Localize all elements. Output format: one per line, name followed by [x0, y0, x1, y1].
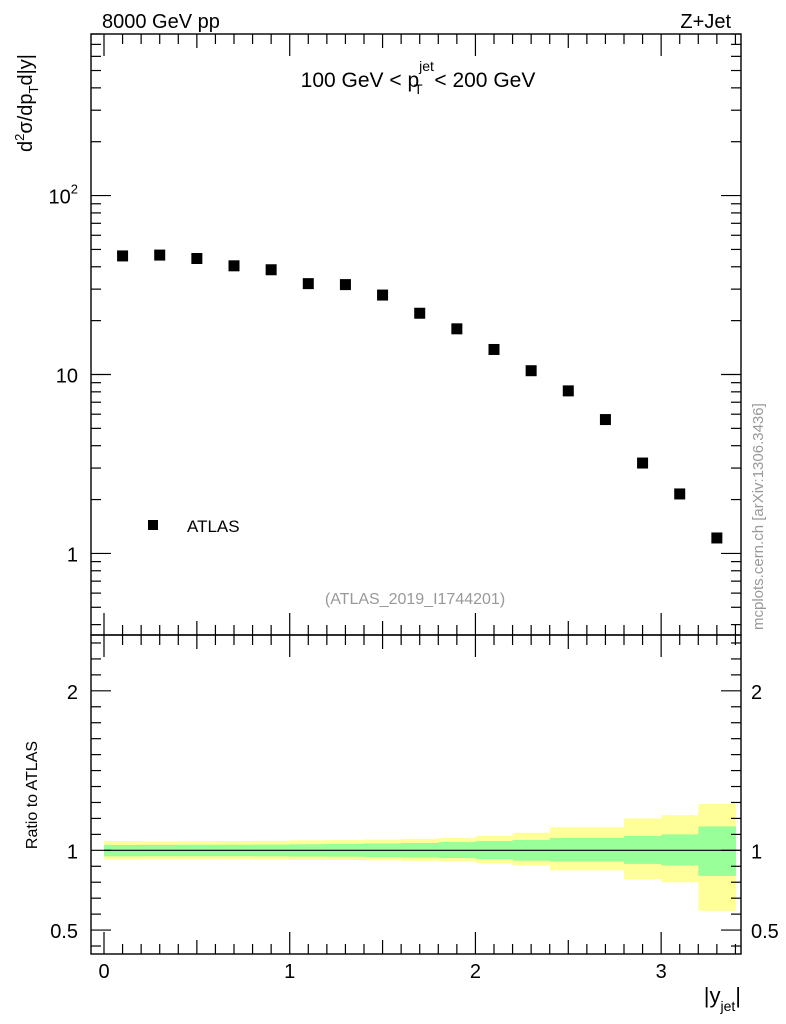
ratio-y-tick-label-left: 2 — [67, 682, 78, 704]
data-point — [599, 414, 611, 426]
data-point — [228, 260, 240, 272]
data-point — [117, 250, 129, 262]
main-y-axis-label: d2σ/dpTd|y| — [12, 54, 41, 152]
data-point — [711, 532, 723, 544]
x-axis-label: |yjet| — [704, 983, 741, 1014]
data-point — [377, 289, 389, 301]
data-point — [414, 307, 426, 319]
cut-annotation: 100 GeV < pjet T < 200 GeV — [301, 58, 536, 97]
inner-band-bin — [698, 826, 737, 876]
legend-label: ATLAS — [187, 517, 240, 536]
ratio-y-tick-label-right: 0.5 — [751, 921, 779, 943]
main-panel: 1 10 102 100 GeV < pjet T < 200 GeV d2σ/dpT… — [12, 33, 742, 636]
data-point — [339, 279, 351, 291]
data-point — [525, 365, 537, 377]
x-tick-label: 0 — [98, 961, 109, 983]
main-y-tick-label: 1 — [67, 544, 78, 566]
ratio-y-tick-label-right: 2 — [751, 682, 762, 704]
data-point — [154, 249, 166, 261]
ratio-ticks: 0 1 2 3 0.5 0.5 1 1 2 2 — [50, 635, 779, 983]
ratio-y-tick-label-left: 1 — [67, 841, 78, 863]
ratio-bands — [104, 804, 737, 911]
ratio-y-axis-label: Ratio to ATLAS — [24, 741, 41, 849]
x-tick-label: 1 — [284, 961, 295, 983]
x-tick-label: 2 — [470, 961, 481, 983]
ratio-y-tick-label-right: 1 — [751, 841, 762, 863]
data-point — [302, 278, 314, 290]
ratio-frame — [90, 634, 742, 955]
data-point — [637, 457, 649, 469]
ratio-y-tick-label-left: 0.5 — [50, 921, 78, 943]
x-tick-label: 3 — [656, 961, 667, 983]
energy-label: 8000 GeV pp — [102, 11, 220, 33]
ratio-panel: 0 1 2 3 0.5 0.5 1 1 2 2 Ratio to ATLAS |yjet| — [24, 634, 779, 1014]
main-y-tick-label: 102 — [49, 182, 78, 209]
data-point — [191, 252, 203, 264]
source-id: (ATLAS_2019_I1744201) — [325, 591, 505, 608]
main-frame — [90, 33, 742, 636]
main-ticks: 1 10 102 — [49, 33, 741, 635]
data-point — [562, 385, 574, 397]
inner-band-bin — [549, 837, 625, 862]
main-y-tick-label: 10 — [56, 366, 78, 388]
watermark: mcplots.cern.ch [arXiv:1306.3436] — [750, 403, 767, 630]
data-point — [488, 343, 500, 355]
legend-marker — [148, 520, 158, 530]
main-points — [117, 249, 723, 544]
data-point — [451, 323, 463, 335]
data-point — [674, 488, 686, 500]
process-label: Z+Jet — [680, 11, 731, 33]
data-point — [265, 264, 277, 276]
